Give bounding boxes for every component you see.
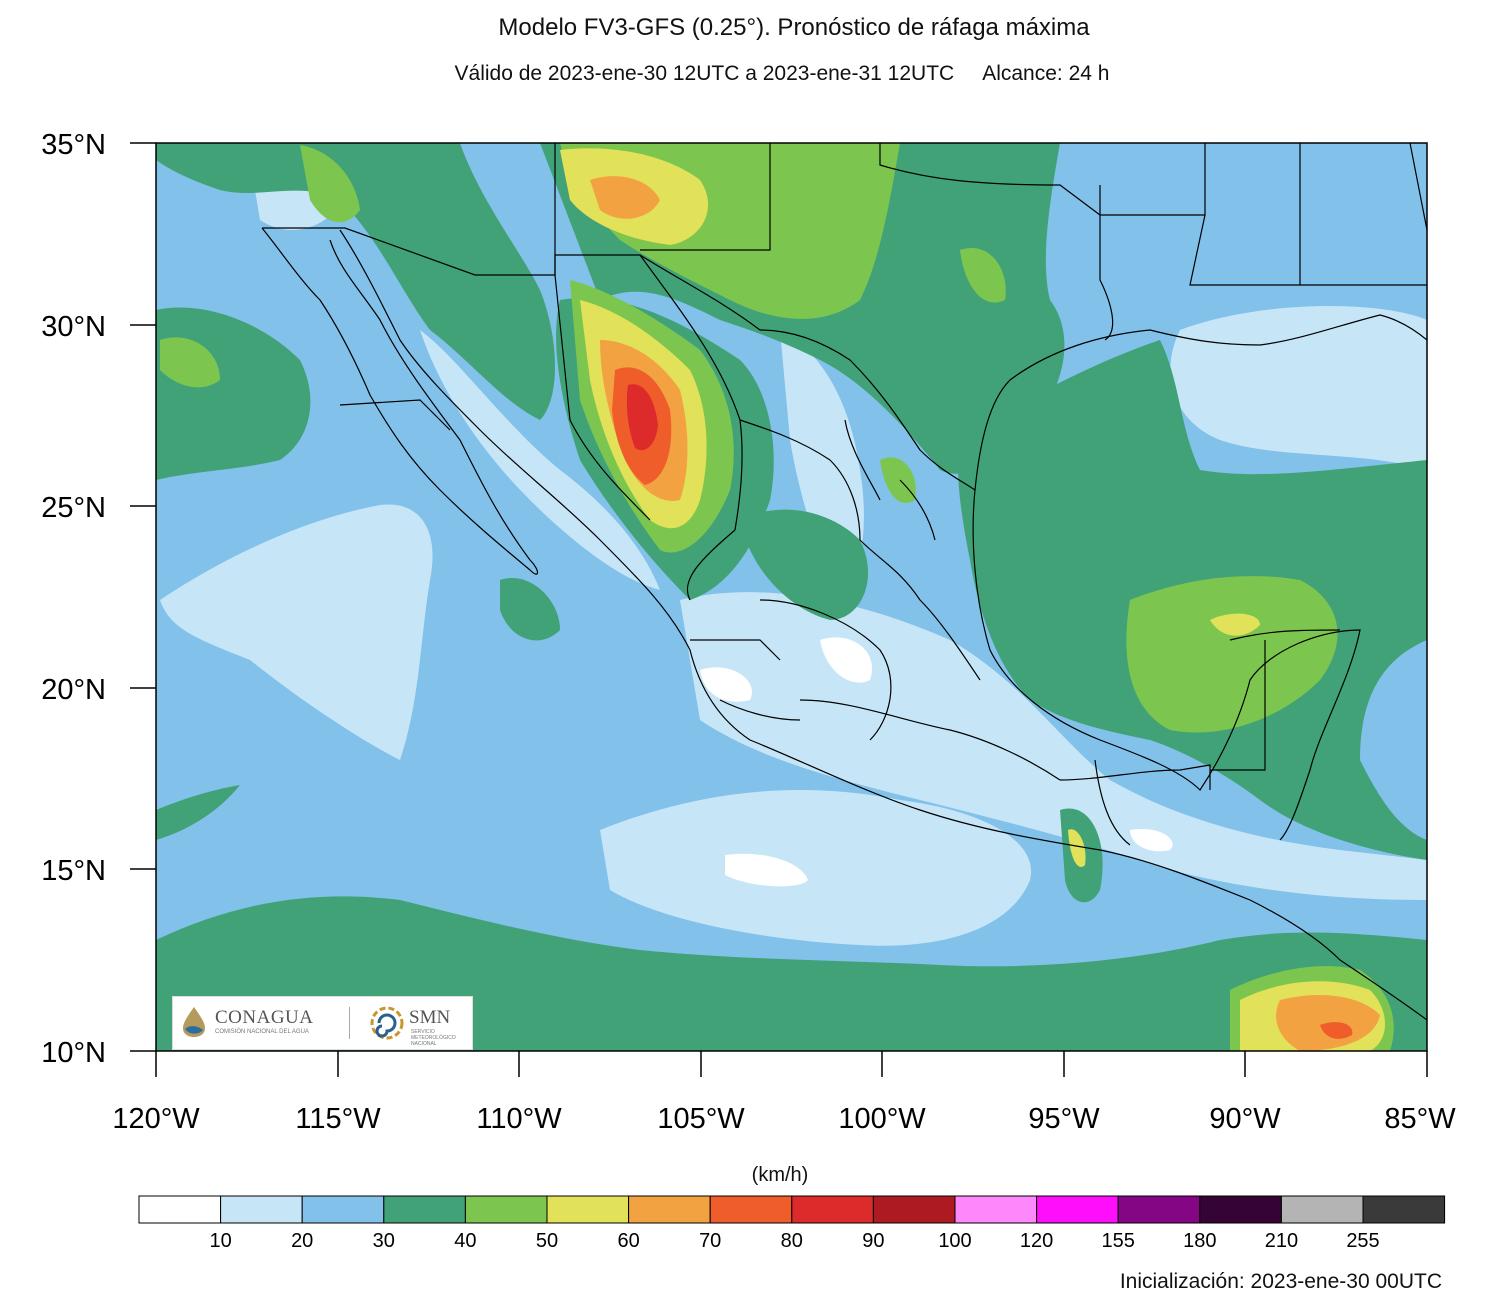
lon-label-110: 110°W [476, 1103, 562, 1135]
colorbar-swatch [546, 1195, 630, 1224]
initialization-time: Inicialización: 2023-ene-30 00UTC [1119, 1270, 1442, 1293]
colorbar-label: 100 [938, 1230, 971, 1252]
colorbar-swatch [954, 1195, 1038, 1224]
logo-divider [349, 1007, 350, 1039]
colorbar-label: 210 [1265, 1230, 1298, 1252]
colorbar-label: 80 [781, 1230, 803, 1252]
colorbar-swatch [1199, 1195, 1282, 1224]
colorbar-swatch [1362, 1195, 1446, 1224]
axis-ticks [130, 142, 1428, 1077]
lon-label-85: 85°W [1384, 1103, 1456, 1135]
coastlines-borders [261, 143, 1427, 1021]
colorbar-swatch [1117, 1195, 1201, 1224]
smn-logo-text: SMN [409, 1007, 451, 1028]
colorbar: 10 20 30 40 50 60 70 80 90 100 120 155 180 210 255 [138, 1195, 1446, 1252]
colorbar-label: 255 [1346, 1230, 1379, 1252]
smn-logo-icon [370, 1006, 404, 1040]
colorbar-swatch [383, 1195, 466, 1224]
map-frame [155, 142, 1428, 1052]
colorbar-swatch [709, 1195, 793, 1224]
smn-logo-subtext: SERVICIO METEOROLÓGICO NACIONAL [411, 1029, 456, 1047]
map-title: Modelo FV3-GFS (0.25°). Pronóstico de rá… [498, 14, 1090, 41]
colorbar-swatch [791, 1195, 874, 1224]
lon-label-120: 120°W [112, 1103, 200, 1135]
lat-label-25: 25°N [41, 492, 106, 524]
conagua-logo-text: CONAGUA [215, 1007, 314, 1028]
lon-label-95: 95°W [1028, 1103, 1100, 1135]
colorbar-swatch [1280, 1195, 1364, 1224]
colorbar-label: 155 [1102, 1230, 1135, 1252]
colorbar-swatch [1036, 1195, 1119, 1224]
colorbar-swatch [872, 1195, 956, 1224]
map-subtitle: Válido de 2023-ene-30 12UTC a 2023-ene-3… [454, 62, 1110, 85]
colorbar-unit: (km/h) [751, 1164, 809, 1186]
lat-label-35: 35°N [41, 129, 106, 161]
agency-logos: CONAGUA COMISIÓN NACIONAL DEL AGUA SMN S… [172, 996, 473, 1050]
map-field [156, 143, 1427, 1051]
lat-label-10: 10°N [41, 1037, 106, 1069]
colorbar-label: 20 [291, 1230, 313, 1252]
colorbar-label: 180 [1183, 1230, 1216, 1252]
colorbar-swatch [628, 1195, 711, 1224]
conagua-logo-icon [183, 1007, 205, 1037]
colorbar-label: 70 [699, 1230, 721, 1252]
lat-label-20: 20°N [41, 674, 106, 706]
colorbar-label: 60 [617, 1230, 639, 1252]
conagua-logo-subtext: COMISIÓN NACIONAL DEL AGUA [215, 1029, 309, 1035]
lat-label-15: 15°N [41, 855, 106, 887]
colorbar-swatch [220, 1195, 303, 1224]
colorbar-swatch [464, 1195, 548, 1224]
colorbar-swatch [301, 1195, 385, 1224]
colorbar-label: 40 [454, 1230, 476, 1252]
lon-label-90: 90°W [1209, 1103, 1281, 1135]
lon-label-100: 100°W [838, 1103, 926, 1135]
lon-label-115: 115°W [295, 1103, 381, 1135]
colorbar-swatch [138, 1195, 222, 1224]
lat-label-30: 30°N [41, 311, 106, 343]
colorbar-label: 90 [862, 1230, 884, 1252]
lon-label-105: 105°W [657, 1103, 745, 1135]
colorbar-label: 10 [209, 1230, 231, 1252]
colorbar-label: 120 [1020, 1230, 1053, 1252]
colorbar-label: 30 [373, 1230, 395, 1252]
colorbar-label: 50 [536, 1230, 558, 1252]
